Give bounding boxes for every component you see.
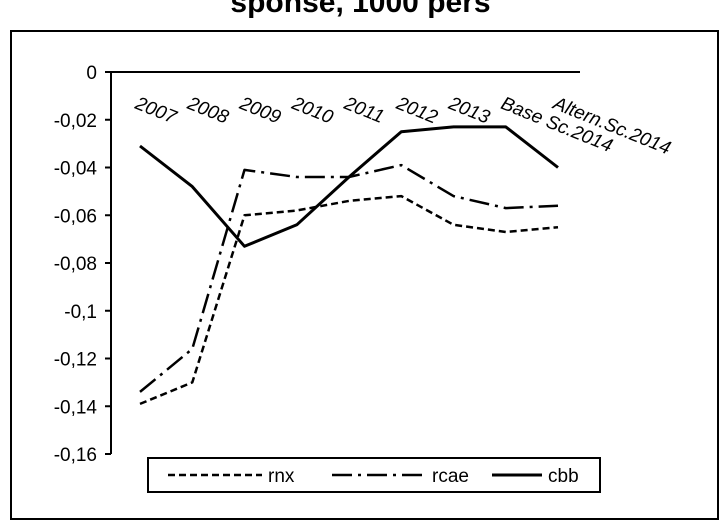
y-tick-label: -0,04 bbox=[54, 159, 98, 180]
y-axis: 0 -0,02 -0,04 -0,06 -0,08 -0,1 -0,12 -0,14 -0,16 bbox=[54, 63, 580, 466]
y-tick-label: -0,02 bbox=[54, 111, 97, 132]
x-category-label: 2010 bbox=[288, 93, 336, 129]
chart-title: sponse, 1000 pers bbox=[230, 0, 491, 19]
y-tick-label: -0,16 bbox=[54, 445, 97, 466]
y-tick-label: -0,12 bbox=[54, 350, 97, 371]
x-category-label: 2008 bbox=[183, 93, 231, 129]
x-category-label: 2011 bbox=[340, 93, 387, 128]
series-line-rnx bbox=[139, 194, 559, 406]
y-tick-label: -0,06 bbox=[54, 206, 97, 227]
x-category-label: 2009 bbox=[236, 93, 284, 129]
series-lines bbox=[139, 125, 559, 406]
line-chart: 0 -0,02 -0,04 -0,06 -0,08 -0,1 -0,12 -0,14 -0,16… bbox=[54, 63, 674, 493]
y-tick-label: 0 bbox=[86, 63, 97, 84]
y-tick-label: -0,1 bbox=[64, 302, 97, 323]
y-tick-label: -0,14 bbox=[54, 397, 98, 418]
x-category-label: 2012 bbox=[392, 93, 440, 129]
series-line-cbb bbox=[139, 125, 559, 248]
x-category-label: 2007 bbox=[131, 93, 180, 129]
y-tick-label: -0,08 bbox=[54, 254, 97, 275]
legend-label-rcae: rcae bbox=[432, 466, 469, 487]
x-category-label: 2013 bbox=[445, 93, 493, 129]
legend-label-cbb: cbb bbox=[548, 466, 579, 487]
legend: rnx rcae cbb bbox=[147, 457, 601, 493]
x-axis-labels: 2007 2008 2009 2010 2011 2012 2013 Base Sc.2014… bbox=[131, 93, 673, 160]
legend-label-rnx: rnx bbox=[268, 466, 295, 487]
